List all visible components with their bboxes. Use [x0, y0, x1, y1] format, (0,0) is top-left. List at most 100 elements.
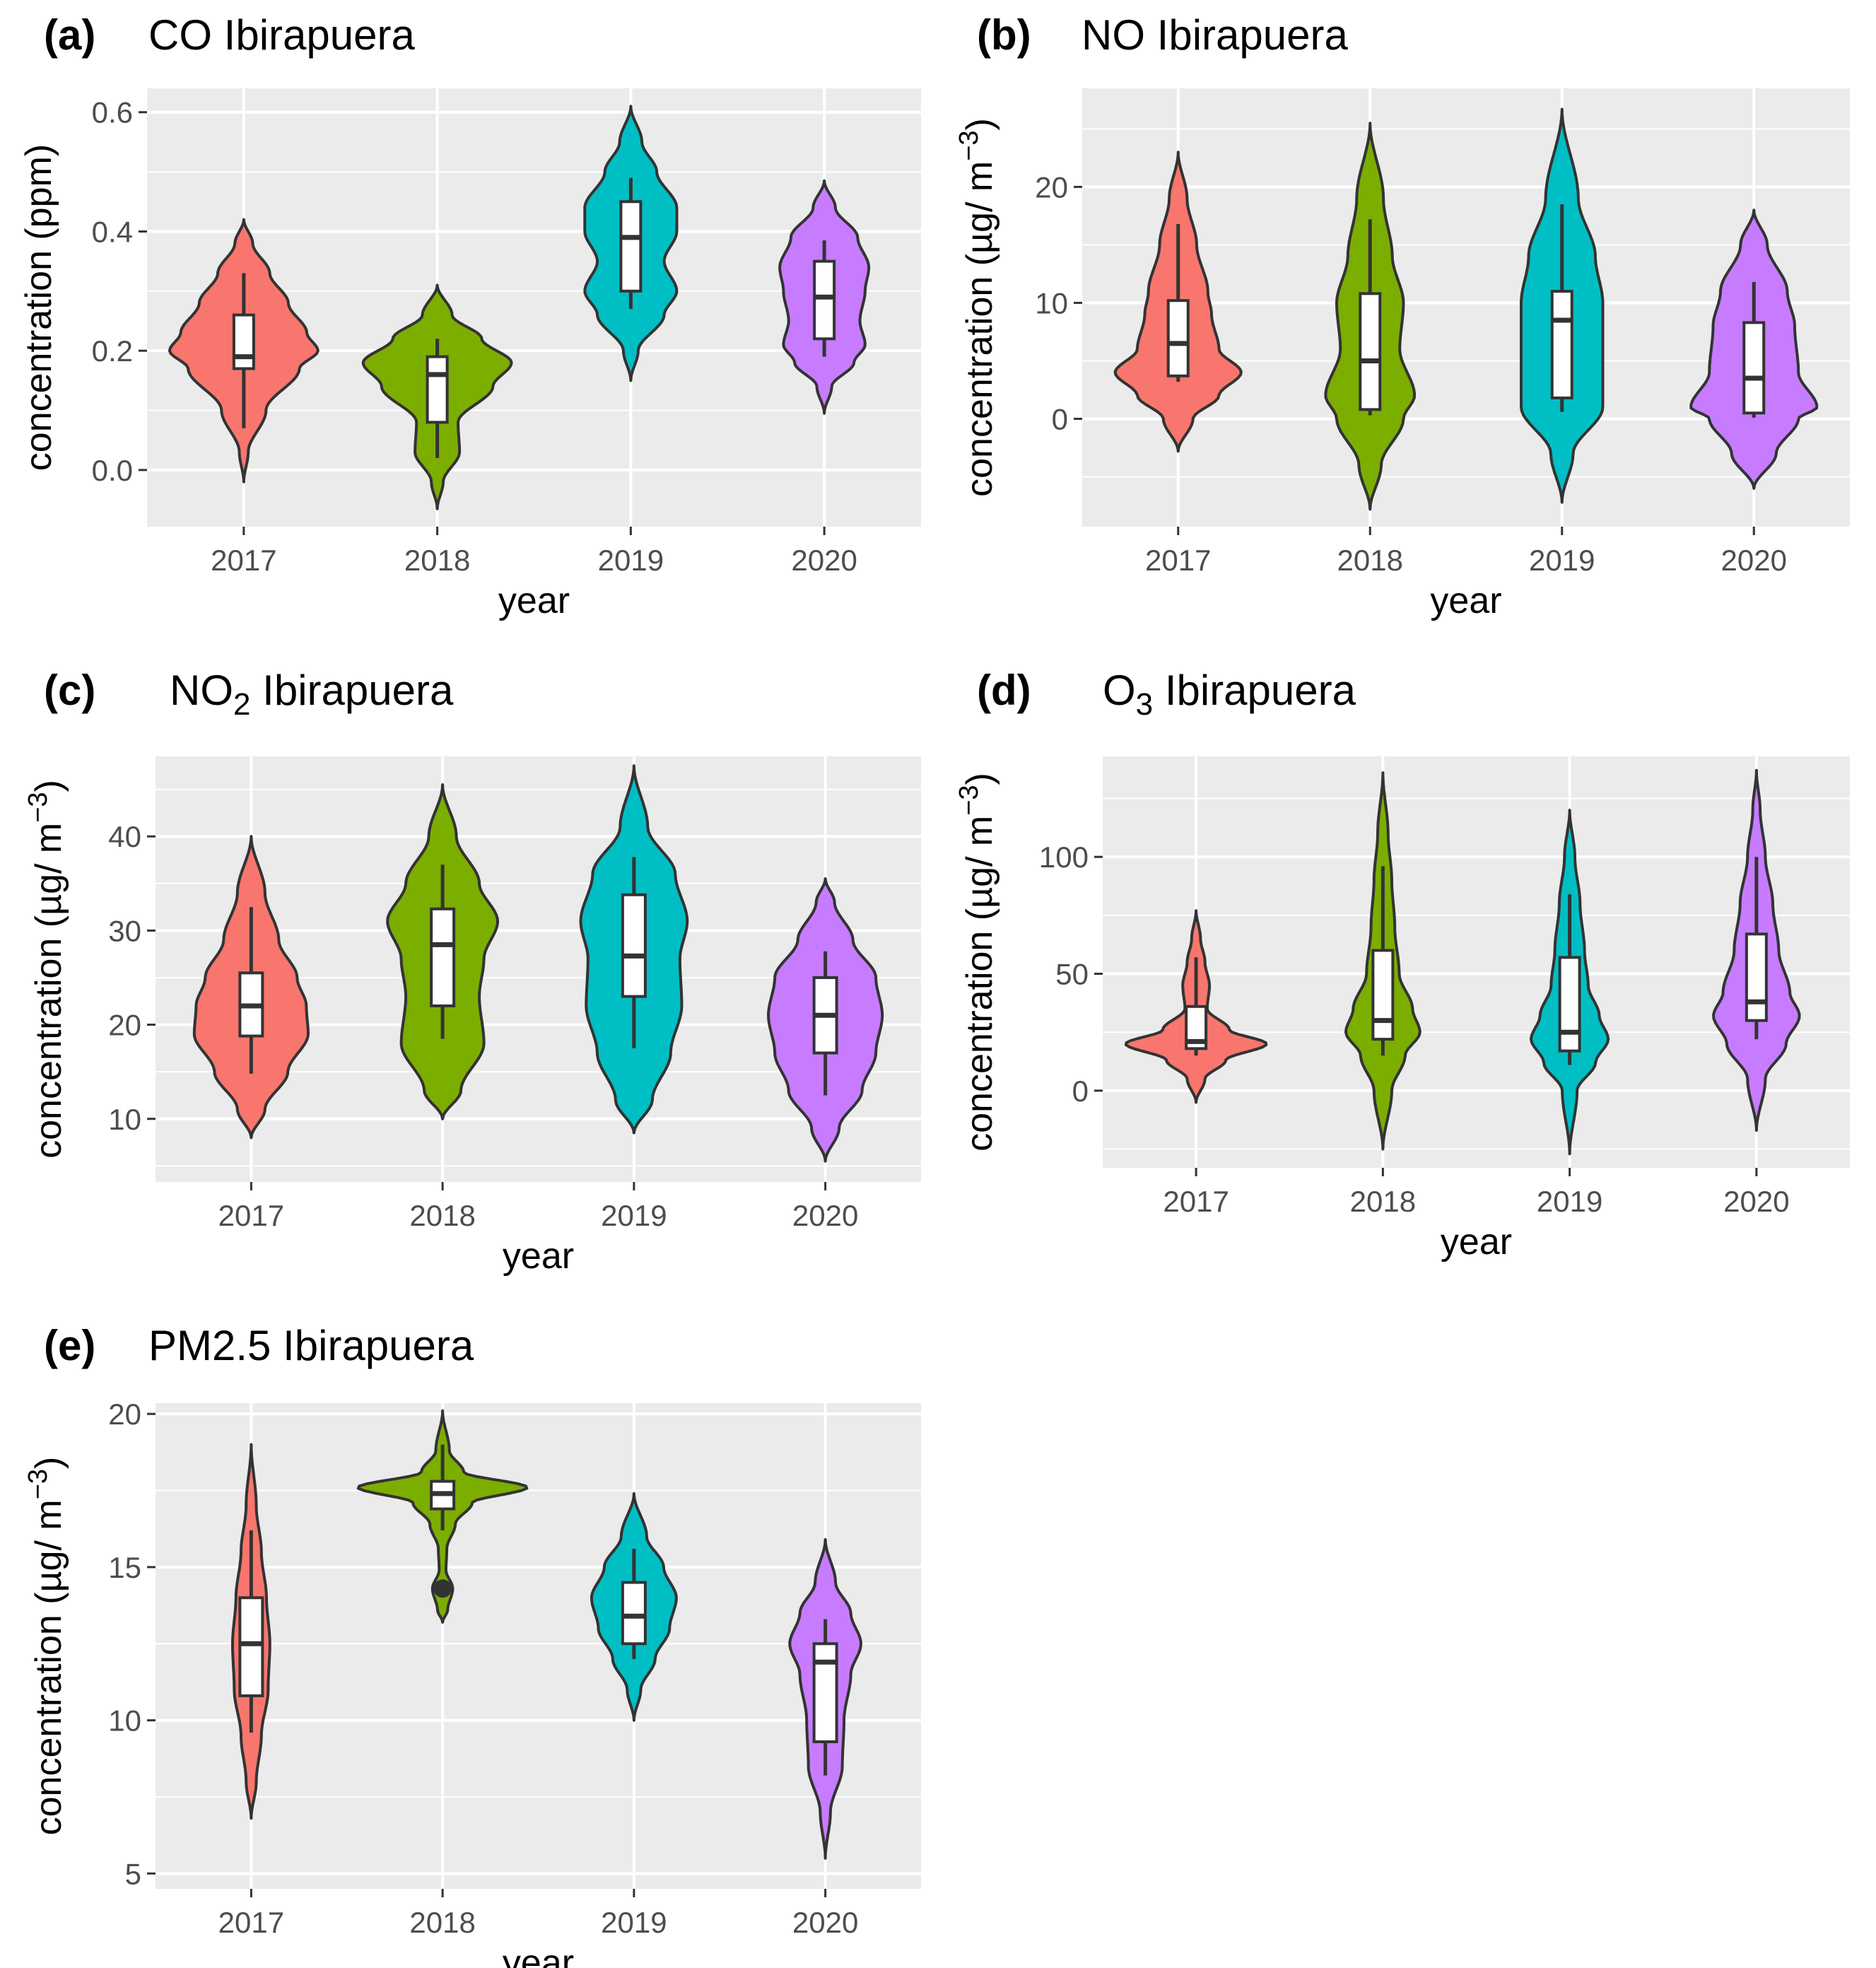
box — [238, 1596, 264, 1697]
box — [1166, 299, 1190, 377]
box — [813, 259, 836, 341]
violin-2020 — [767, 877, 884, 1163]
y-tick-label: 20 — [108, 1398, 141, 1431]
x-tick-label: 2017 — [1145, 544, 1211, 577]
x-axis-title: year — [503, 1236, 574, 1277]
x-tick-label: 2019 — [601, 1199, 667, 1232]
panel-b: 0 10 20 2017 2018 2019 2020 year concentration (… — [954, 11, 1850, 621]
violin-2017 — [168, 218, 319, 484]
x-tick-label: 2018 — [409, 1906, 475, 1939]
violin-2020 — [1712, 768, 1801, 1132]
y-tick-label: 100 — [1039, 840, 1089, 874]
y-tick-label: 0 — [1052, 402, 1068, 435]
box — [1371, 949, 1395, 1041]
violin-2018 — [356, 1409, 529, 1624]
panel-title: O3 Ibirapuera — [1103, 667, 1356, 722]
y-tick-label: 30 — [108, 914, 141, 947]
y-tick-label: 10 — [108, 1103, 141, 1136]
panel-title: NO Ibirapuera — [1081, 11, 1348, 59]
y-tick-label: 10 — [108, 1704, 141, 1738]
box — [426, 355, 449, 424]
panel-a: 0.0 0.2 0.4 0.6 2017 2018 2019 2020 year concentr… — [18, 11, 921, 621]
outlier-point — [433, 1579, 452, 1598]
panel-letter: (c) — [44, 667, 95, 714]
x-tick-label: 2018 — [409, 1199, 475, 1232]
violin-2019 — [583, 105, 679, 382]
y-axis-title: concentration (ppm) — [18, 144, 59, 471]
box — [619, 200, 643, 293]
x-tick-label: 2017 — [1163, 1185, 1229, 1218]
x-tick-label: 2017 — [218, 1906, 284, 1939]
x-tick-label: 2020 — [792, 1199, 858, 1232]
box — [812, 1642, 838, 1743]
y-tick-label: 0 — [1072, 1074, 1089, 1108]
violin-2018 — [1344, 771, 1421, 1151]
violin-2019 — [1530, 809, 1610, 1156]
x-axis-title: year — [1430, 580, 1501, 621]
box — [430, 907, 456, 1007]
violin-2018 — [1324, 122, 1417, 511]
violin-2019 — [579, 764, 689, 1135]
box — [1359, 292, 1382, 411]
x-tick-label: 2019 — [598, 544, 664, 577]
y-axis-title: concentration (µg/ m−3) — [954, 773, 1000, 1152]
violin-2017 — [1113, 151, 1243, 453]
violin-2019 — [590, 1492, 678, 1722]
violin-2017 — [192, 835, 310, 1140]
panel-title: CO Ibirapuera — [148, 11, 415, 59]
violin-2018 — [361, 283, 513, 510]
panel-letter: (e) — [44, 1322, 95, 1369]
panel-d: 0 50 100 2017 2018 2019 2020 year concentration … — [954, 667, 1850, 1263]
y-tick-label: 0.2 — [92, 334, 133, 368]
y-tick-label: 40 — [108, 820, 141, 853]
x-tick-label: 2018 — [1350, 1185, 1416, 1218]
violin-2018 — [386, 783, 500, 1120]
box — [1745, 932, 1768, 1022]
y-tick-label: 20 — [1035, 170, 1068, 204]
violin-2019 — [1520, 107, 1605, 504]
box — [1550, 290, 1573, 399]
box — [1558, 956, 1581, 1053]
x-axis-title: year — [498, 580, 570, 621]
violin-2017 — [1124, 909, 1268, 1104]
y-axis-title: concentration (µg/ m−3) — [23, 780, 69, 1159]
box — [1742, 321, 1766, 415]
panel-c: 10 20 30 40 2017 2018 2019 2020 year concentratio… — [23, 667, 921, 1277]
y-tick-label: 50 — [1055, 958, 1089, 991]
y-tick-label: 5 — [125, 1857, 141, 1890]
plot-background — [1103, 756, 1850, 1168]
x-tick-label: 2018 — [404, 544, 470, 577]
box — [621, 1581, 647, 1646]
y-axis-title: concentration (µg/ m−3) — [954, 118, 1000, 497]
box — [621, 893, 647, 998]
y-tick-label: 0.4 — [92, 215, 133, 248]
x-tick-label: 2019 — [601, 1906, 667, 1939]
x-tick-label: 2020 — [791, 544, 857, 577]
x-tick-label: 2020 — [1723, 1185, 1789, 1218]
x-axis-title: year — [1441, 1222, 1512, 1263]
panel-letter: (d) — [977, 667, 1031, 714]
y-tick-label: 10 — [1035, 286, 1068, 320]
violin-2017 — [231, 1443, 271, 1820]
x-tick-label: 2017 — [218, 1199, 284, 1232]
y-tick-label: 15 — [108, 1551, 141, 1584]
panel-letter: (b) — [977, 11, 1031, 59]
violin-2020 — [778, 179, 871, 415]
panel-title: NO2 Ibirapuera — [170, 667, 454, 722]
y-tick-label: 0.0 — [92, 454, 133, 487]
panel-letter: (a) — [44, 11, 95, 59]
panel-e: 5 10 15 20 2017 2018 2019 2020 year concentration… — [23, 1322, 921, 1968]
x-axis-title: year — [503, 1943, 574, 1968]
x-tick-label: 2019 — [1529, 544, 1595, 577]
y-tick-label: 20 — [108, 1009, 141, 1042]
violin-2020 — [1689, 209, 1819, 490]
x-tick-label: 2019 — [1537, 1185, 1602, 1218]
y-tick-label: 0.6 — [92, 96, 133, 129]
box — [232, 313, 255, 370]
x-tick-label: 2017 — [211, 544, 276, 577]
violin-2020 — [788, 1538, 862, 1860]
panel-title: PM2.5 Ibirapuera — [148, 1322, 474, 1369]
y-axis-title: concentration (µg/ m−3) — [23, 1457, 69, 1836]
